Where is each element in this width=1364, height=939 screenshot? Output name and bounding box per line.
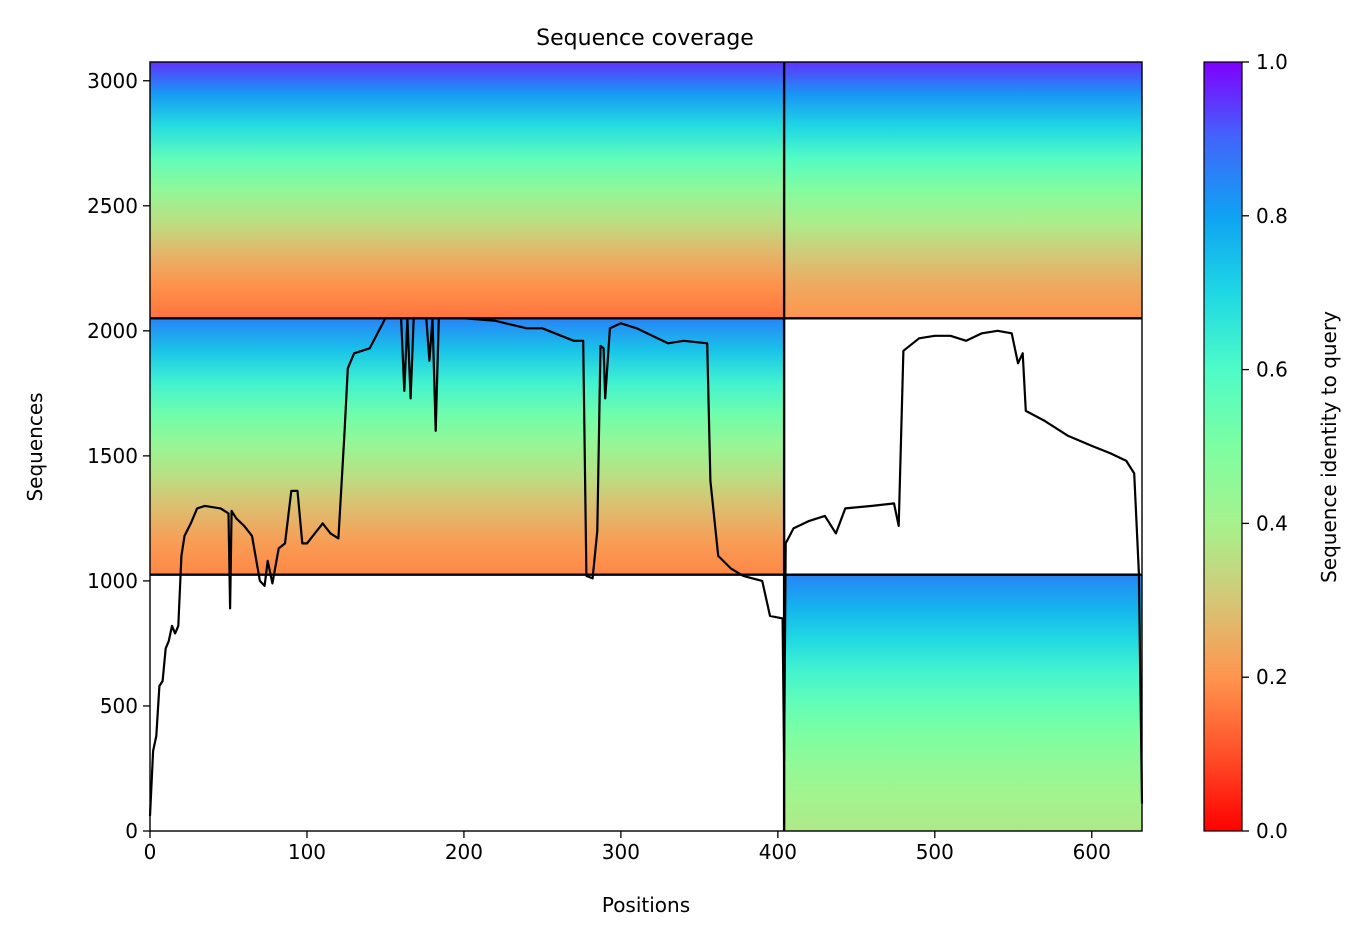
colorbar-tick-label: 0.4 (1256, 511, 1288, 535)
x-axis-ticks: 0 100 200 300 400 500 600 (144, 831, 1111, 864)
x-tick-label: 300 (602, 840, 640, 864)
coverage-line (148, 317, 1144, 817)
x-tick-label: 600 (1073, 840, 1111, 864)
x-tick-label: 100 (288, 840, 326, 864)
x-tick-label: 400 (759, 840, 797, 864)
colorbar-tick-label: 0.8 (1256, 204, 1288, 228)
colorbar-ticks: 0.0 0.2 0.4 0.6 0.8 1.0 (1242, 50, 1288, 843)
x-tick-label: 0 (144, 840, 157, 864)
y-axis-ticks: 0 500 1000 1500 2000 2500 3000 (87, 69, 150, 843)
colorbar-label: Sequence identity to query (1317, 311, 1341, 583)
plot-frame (149, 61, 1143, 832)
y-axis-label: Sequences (23, 392, 47, 501)
colorbar-tick-label: 0.6 (1256, 358, 1288, 382)
identity-block (150, 62, 785, 319)
y-tick-label: 1000 (87, 569, 138, 593)
identity-block (784, 574, 1142, 831)
y-tick-label: 0 (125, 819, 138, 843)
identity-blocks (150, 62, 1142, 831)
chart-title: Sequence coverage (536, 26, 754, 51)
colorbar-tick-label: 0.2 (1256, 665, 1288, 689)
identity-block (784, 62, 1142, 319)
y-tick-label: 500 (100, 694, 138, 718)
y-tick-label: 2500 (87, 194, 138, 218)
x-tick-label: 200 (445, 840, 483, 864)
colorbar-tick-label: 1.0 (1256, 50, 1288, 74)
x-axis-label: Positions (602, 893, 690, 917)
x-tick-label: 500 (916, 840, 954, 864)
colorbar (1203, 61, 1243, 832)
y-tick-label: 1500 (87, 444, 138, 468)
colorbar-tick-label: 0.0 (1256, 819, 1288, 843)
y-tick-label: 2000 (87, 319, 138, 343)
y-tick-label: 3000 (87, 69, 138, 93)
identity-block (150, 318, 785, 575)
